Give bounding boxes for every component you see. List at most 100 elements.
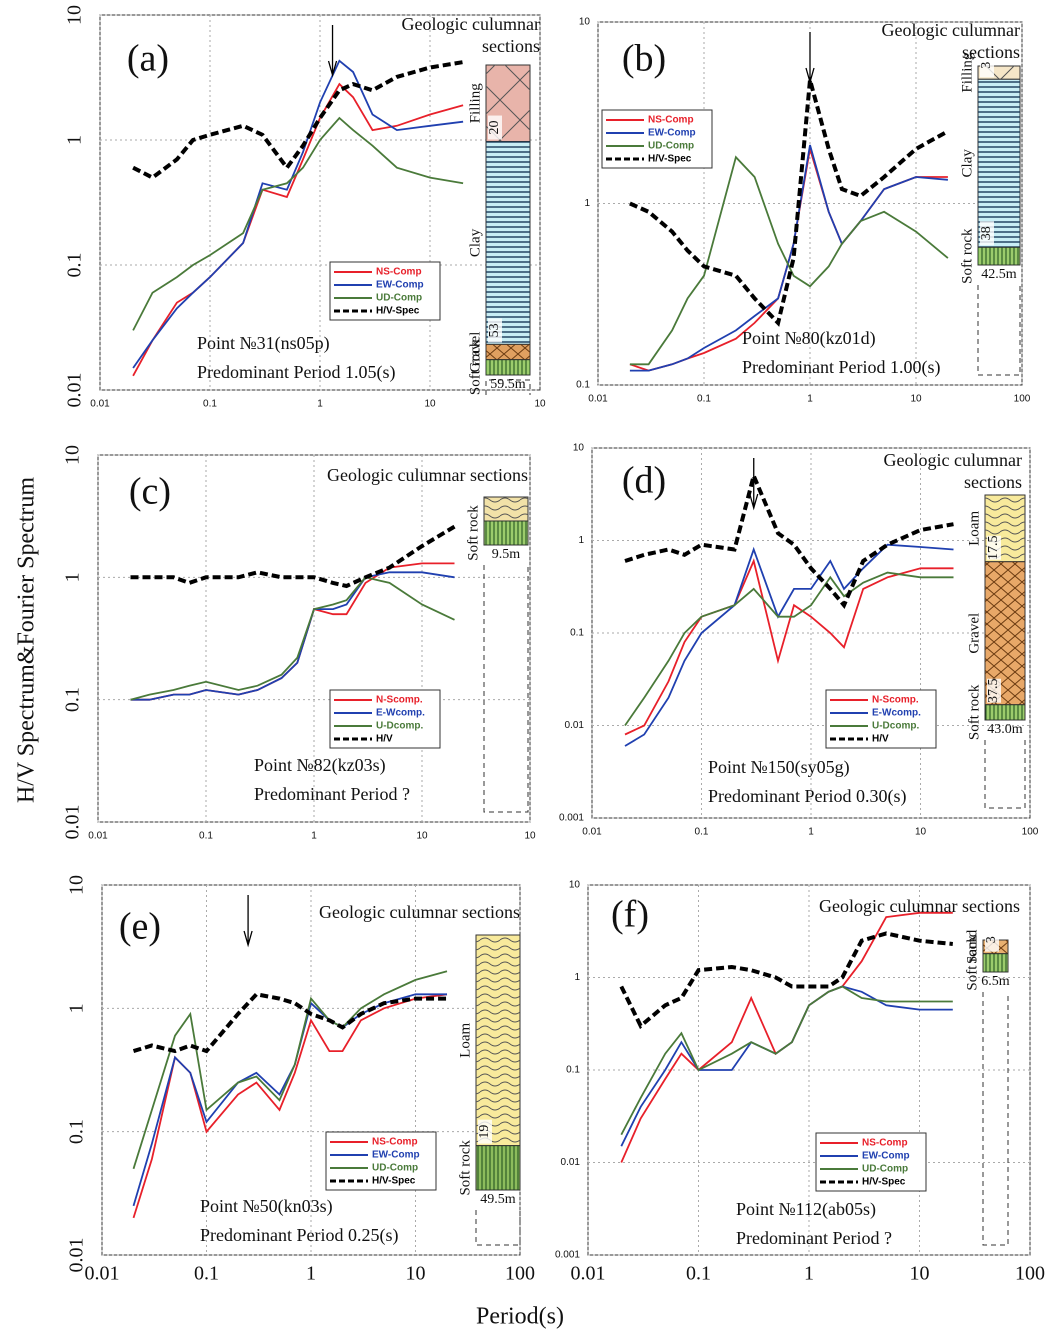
panel: 0.01 0.1 1 10 100 0.001 0.01 0.1 1 10 Loam 17.5 Grav… (559, 443, 1039, 838)
series-line (132, 59, 464, 369)
panel: 0.01 0.1 1 10 100 0.001 0.01 0.1 1 10 Samd 3 Soft ro… (555, 880, 1045, 1285)
y-tick-label: 0.01 (561, 1157, 581, 1168)
period-label: Predominant Period 1.00(s) (742, 357, 940, 378)
x-tick-label: 0.01 (88, 831, 108, 842)
layer-pattern (476, 935, 520, 1146)
y-tick-label: 0.001 (559, 813, 584, 824)
x-tick-label: 100 (1015, 1263, 1045, 1285)
thickness-bg (478, 1119, 492, 1144)
x-tick-label: 1 (306, 1263, 316, 1285)
thickness-bg (488, 115, 502, 140)
layer-name: Filling (467, 83, 483, 124)
y-tick-label: 0.1 (566, 1065, 580, 1076)
y-tick-label: 1 (66, 1003, 88, 1013)
point-label: Point №31(ns05p) (197, 333, 330, 354)
series-line (624, 558, 954, 736)
layer-pattern (978, 247, 1020, 265)
legend-label: E-Wcomp. (872, 708, 921, 719)
column-outline (483, 565, 529, 813)
y-tick-label: 10 (573, 443, 585, 454)
arrow (749, 458, 759, 511)
thickness-bg (980, 221, 994, 246)
x-tick-label: 1 (317, 399, 323, 410)
arrow (805, 32, 815, 85)
y-tick-label: 0.01 (64, 373, 86, 408)
column-title: sections (962, 42, 1020, 62)
x-tick-label: 0.1 (199, 831, 213, 842)
x-tick-label: 10 (424, 399, 436, 410)
y-tick-label: 0.1 (576, 380, 590, 391)
layer-pattern (985, 704, 1025, 720)
x-tick-label: 100 (1022, 827, 1039, 838)
y-tick-label: 1 (578, 535, 584, 546)
legend-label: H/V (872, 734, 889, 745)
legend-label: EW-Comp (372, 1150, 420, 1161)
point-label: Point №112(ab05s) (736, 1199, 876, 1220)
x-tick-label: 10 (910, 1263, 930, 1285)
column-title: Geologic culumnar sections (319, 902, 520, 922)
x-tick-label: 0.1 (695, 827, 709, 838)
y-tick-label: 1 (574, 972, 580, 983)
y-tick-label: 10 (66, 875, 88, 895)
legend-label: UD-Comp (376, 293, 422, 304)
layer-thickness: 19 (477, 1125, 492, 1139)
layer-pattern (486, 141, 530, 345)
column-title: sections (482, 36, 540, 56)
period-label: Predominant Period ? (736, 1228, 892, 1248)
layer-name: Filling (959, 52, 975, 93)
column-depth: 42.5m (981, 267, 1017, 282)
y-tick-label: 0.1 (66, 1119, 88, 1144)
legend-label: H/V-Spec (372, 1176, 416, 1187)
period-label: Predominant Period 1.05(s) (197, 362, 395, 383)
series-line (130, 524, 456, 589)
column-depth: 6.5m (981, 974, 1010, 989)
layer-thickness: 3 (984, 936, 999, 943)
x-tick-label: 10 (915, 827, 927, 838)
x-tick-label: 0.1 (194, 1263, 219, 1285)
series-line (624, 469, 954, 609)
legend-label: H/V-Spec (376, 306, 420, 317)
x-tick-label: 0.1 (686, 1263, 711, 1285)
arrow (243, 895, 253, 948)
y-tick-label: 0.01 (66, 1238, 88, 1273)
series-line (132, 60, 464, 180)
series-line (132, 82, 464, 377)
column-depth: 43.0m (987, 722, 1023, 737)
legend-label: NS-Comp (372, 1137, 418, 1148)
column-depth: 9.5m (492, 547, 521, 562)
x-tick-label: 10 (416, 831, 428, 842)
panel-label: (c) (129, 471, 171, 513)
legend-label: UD-Comp (862, 1164, 908, 1175)
series-line (624, 543, 954, 747)
legend-label: EW-Comp (862, 1151, 910, 1162)
x-tick-label: 10 (406, 1263, 426, 1285)
layer-name: Loam (966, 511, 982, 546)
x-tick-label: 10 (910, 394, 922, 405)
arrow (327, 25, 338, 78)
point-label: Point №50(kn03s) (200, 1196, 333, 1217)
y-tick-label: 0.1 (64, 253, 86, 278)
layer-name: Soft rock (959, 228, 975, 284)
x-tick-label: 10 (534, 399, 546, 410)
legend-label: UD-Comp (372, 1163, 418, 1174)
column-title: Geologic culumnar sections (819, 896, 1020, 916)
layer-thickness: 3 (979, 62, 994, 69)
legend-label: EW-Comp (376, 280, 424, 291)
y-tick-label: 0.01 (565, 720, 585, 731)
y-tick-label: 10 (64, 5, 86, 25)
point-label: Point №150(sy05g) (708, 757, 850, 778)
layer-name: Soft rock (467, 339, 483, 395)
y-tick-label: 1 (62, 572, 84, 582)
y-axis-label: H/V Spectrum&Fourier Spectrum (14, 477, 40, 804)
panel-label: (a) (127, 38, 169, 80)
x-tick-label: 100 (1014, 394, 1031, 405)
legend-label: H/V-Spec (648, 154, 692, 165)
series-line (130, 576, 455, 701)
series-line (629, 155, 949, 366)
x-tick-label: 1 (808, 827, 814, 838)
layer-pattern (486, 359, 530, 375)
legend-label: N-Scomp. (872, 695, 919, 706)
series-line (624, 571, 954, 727)
point-label: Point №82(kz03s) (254, 755, 386, 776)
